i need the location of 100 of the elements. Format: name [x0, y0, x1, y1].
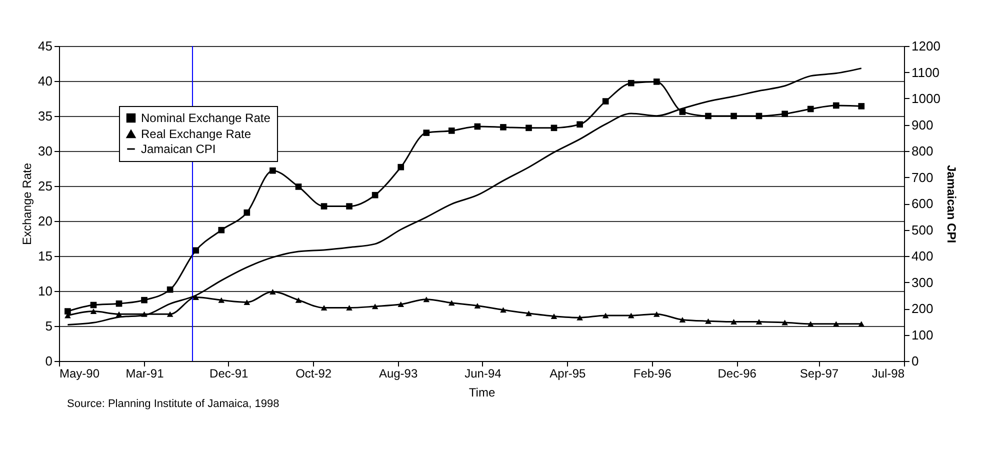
point	[116, 300, 122, 307]
y-tick-label: 10	[38, 284, 52, 298]
y2-tick-label: 600	[912, 196, 934, 211]
point	[526, 124, 532, 132]
x-tick-label: Dec-96	[718, 366, 757, 380]
x-tick-label: Jul-98	[872, 366, 905, 380]
x-tick-label: Sep-97	[800, 366, 839, 380]
legend-label: Real Exchange Rate	[141, 127, 252, 141]
point	[320, 305, 328, 311]
point	[730, 319, 737, 325]
source-note: Source: Planning Institute of Jamaica, 1998	[67, 398, 280, 410]
y2-tick-label: 200	[912, 301, 934, 316]
point	[500, 307, 506, 313]
point	[64, 308, 71, 314]
point	[141, 296, 148, 304]
point	[90, 308, 97, 314]
y2-tick-label: 100	[912, 327, 934, 342]
x-tick-label: May-90	[60, 366, 100, 380]
point	[448, 128, 455, 134]
legend-label: Jamaican CPI	[141, 142, 216, 156]
point	[756, 319, 762, 325]
point	[270, 288, 276, 294]
x-tick-label: Feb-96	[633, 366, 672, 380]
x-axis-title: Time	[468, 386, 496, 400]
point	[90, 302, 97, 308]
y-tick-label: 35	[38, 108, 52, 124]
y-axis-title: Exchange Rate	[20, 162, 34, 246]
point	[858, 103, 865, 110]
y2-tick-label: 800	[912, 144, 934, 158]
point	[448, 300, 455, 306]
point	[730, 112, 737, 120]
x-tick-label: Aug-93	[378, 366, 418, 380]
y2-tick-label: 300	[912, 274, 934, 290]
y2-tick-label: 1000	[912, 91, 940, 106]
point	[858, 321, 865, 327]
x-tick-label: Jun-94	[464, 366, 502, 380]
y2-tick-label: 400	[912, 248, 934, 264]
point	[679, 316, 686, 322]
y-tick-label: 25	[38, 178, 52, 194]
x-tick-label: Apr-95	[550, 366, 586, 380]
point	[782, 110, 788, 118]
point	[832, 321, 840, 327]
x-tick-label: Mar-91	[126, 366, 164, 380]
y2-tick-label: 900	[912, 117, 934, 132]
point	[423, 130, 430, 136]
point	[832, 102, 840, 109]
point	[270, 167, 276, 174]
point	[526, 310, 532, 316]
point	[192, 247, 200, 254]
point	[398, 302, 404, 308]
point	[550, 124, 558, 132]
y2-tick-label: 0	[912, 354, 919, 368]
point	[705, 318, 712, 324]
point	[576, 314, 583, 320]
y-tick-label: 5	[45, 318, 52, 334]
point	[320, 203, 328, 210]
point	[782, 320, 788, 326]
legend-label: Nominal Exchange Rate	[141, 111, 271, 125]
point	[474, 123, 481, 130]
y-tick-label: 20	[38, 214, 52, 228]
y2-axis-title: Jamaican CPI	[944, 164, 958, 244]
point	[346, 305, 352, 311]
point	[218, 297, 225, 303]
y2-tick-label: 700	[912, 170, 934, 185]
point	[474, 302, 481, 308]
point	[628, 80, 634, 86]
y-tick-label: 0	[45, 354, 52, 368]
point	[550, 313, 558, 319]
point	[218, 226, 225, 234]
point	[295, 184, 302, 190]
point	[602, 312, 609, 318]
point	[398, 164, 404, 170]
point	[192, 294, 200, 300]
point	[807, 321, 814, 327]
point	[346, 203, 352, 210]
point	[576, 121, 583, 128]
point	[295, 297, 302, 303]
point	[705, 112, 712, 120]
point	[423, 296, 430, 302]
y-tick-label: 40	[38, 74, 52, 88]
point	[166, 311, 174, 317]
y2-tick-label: 1200	[912, 38, 940, 54]
point	[166, 286, 174, 293]
point	[807, 106, 814, 112]
point	[628, 312, 634, 318]
x-tick-label: Oct-92	[296, 366, 332, 380]
point	[372, 192, 378, 198]
y-tick-label: 15	[38, 248, 52, 264]
point	[602, 98, 609, 104]
y2-tick-label: 500	[912, 222, 934, 238]
point	[500, 124, 506, 130]
point	[244, 209, 250, 216]
y-tick-label: 45	[38, 38, 52, 54]
point	[653, 311, 660, 317]
y2-tick-label: 1100	[912, 64, 940, 80]
x-tick-label: Dec-91	[210, 366, 249, 380]
point	[372, 304, 378, 310]
point	[653, 78, 660, 85]
point	[756, 112, 762, 120]
y-tick-label: 30	[38, 144, 52, 158]
